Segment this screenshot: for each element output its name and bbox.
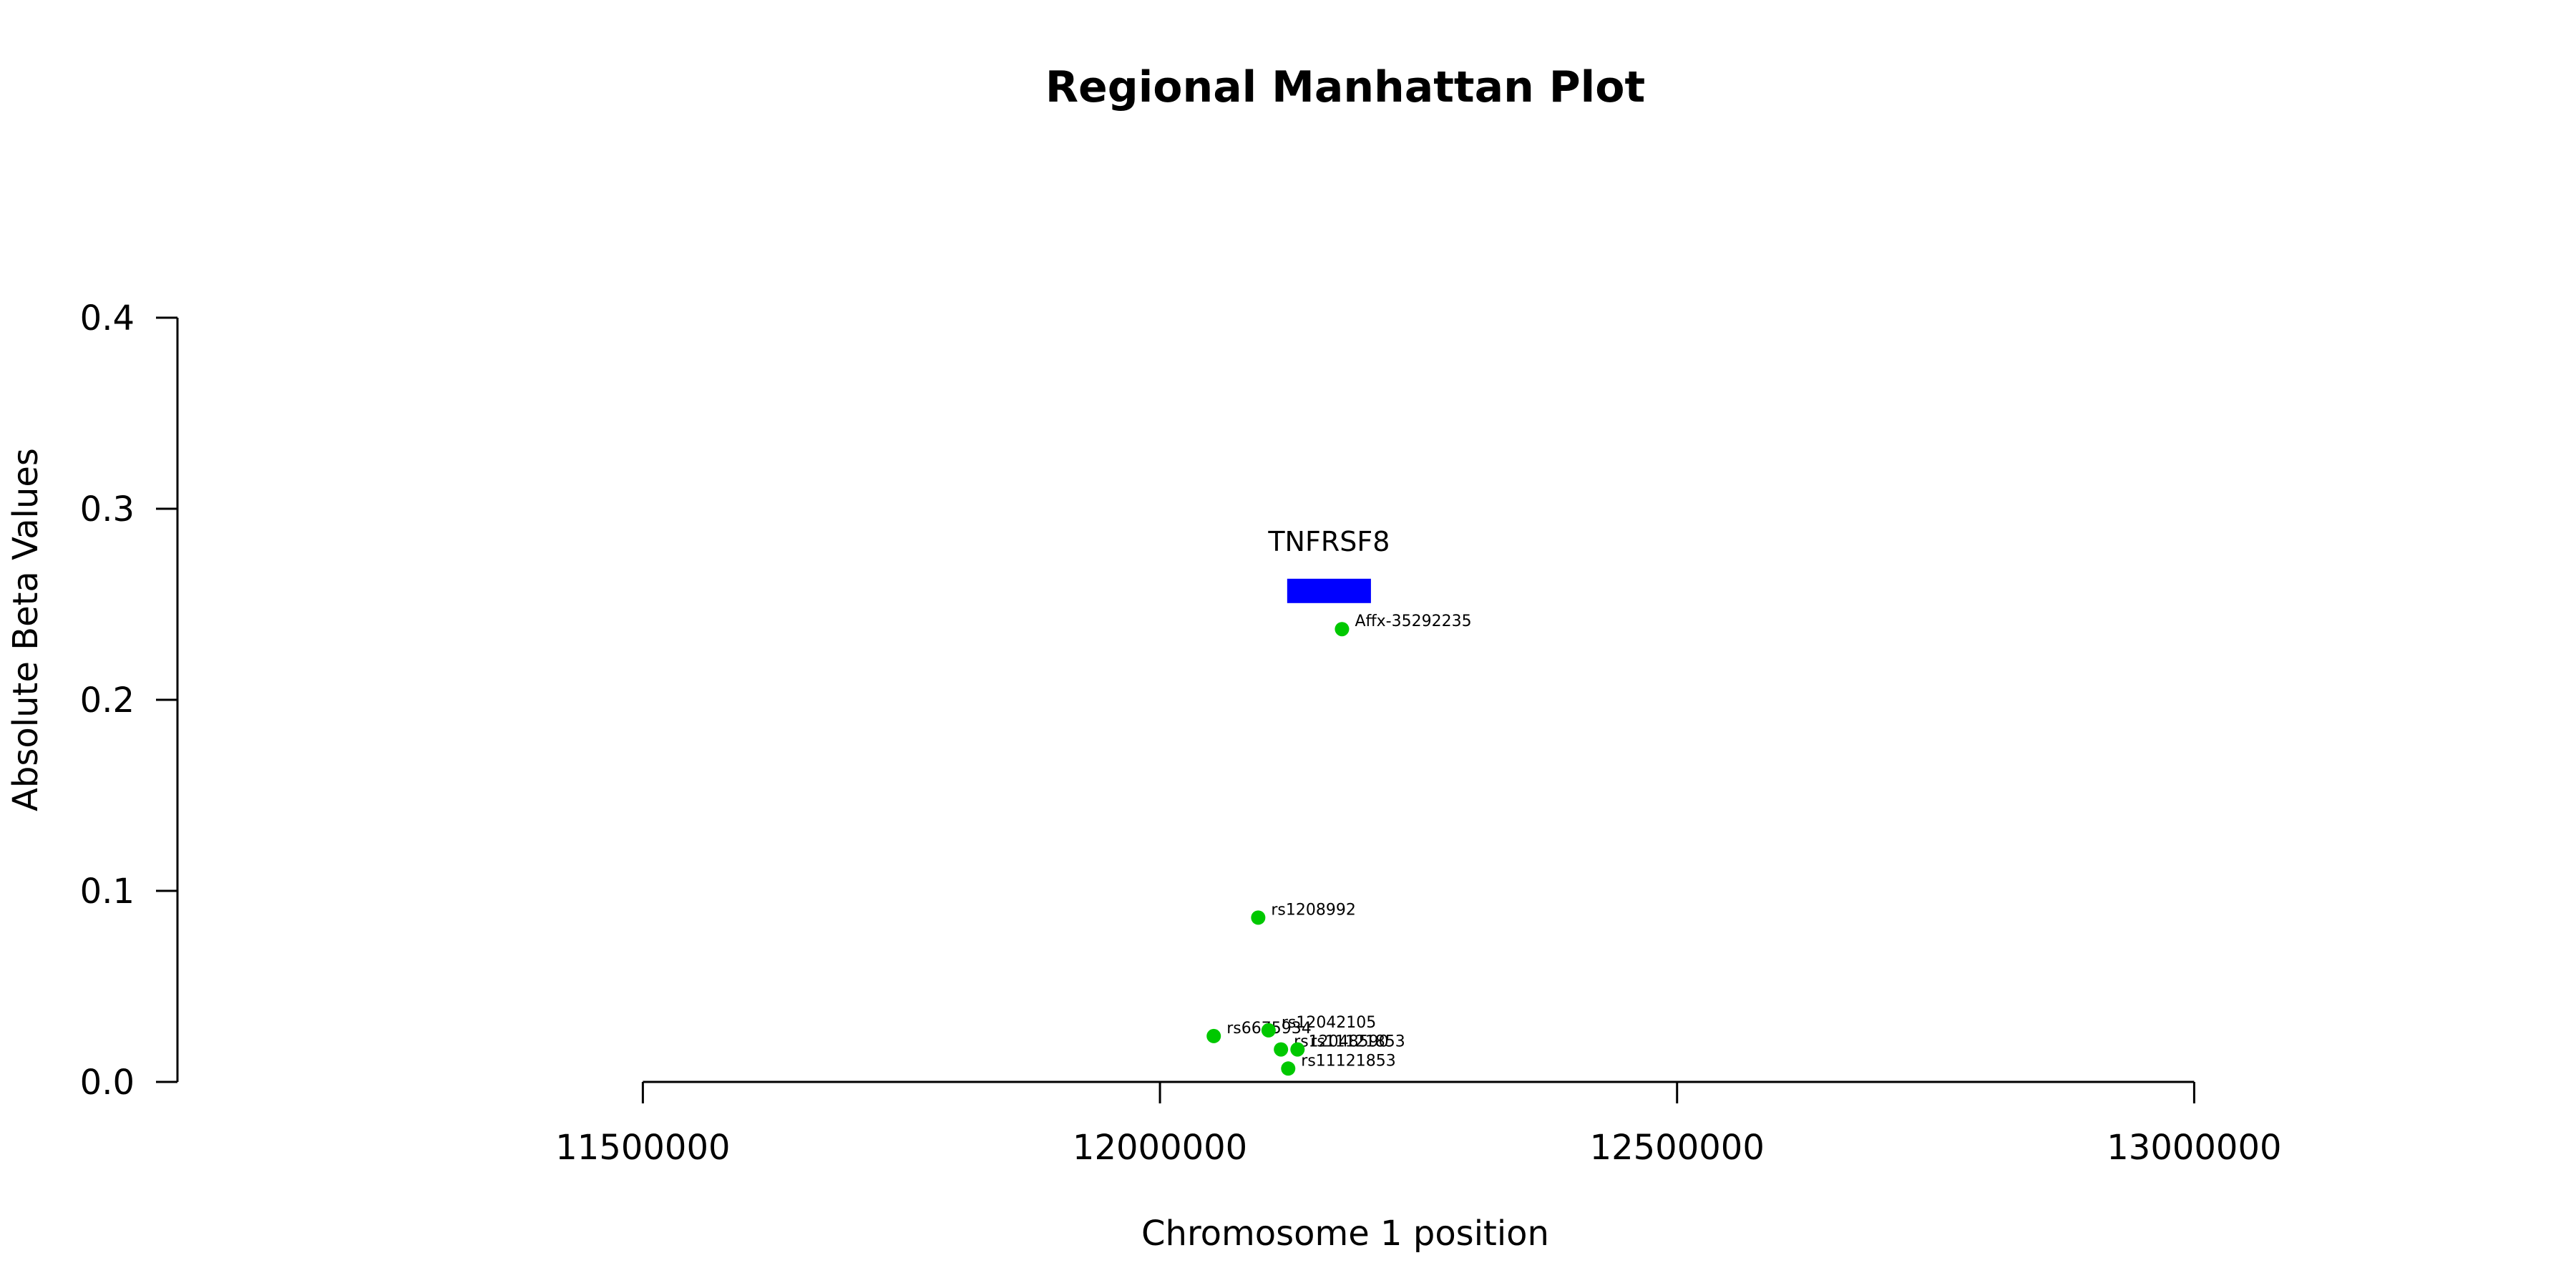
- snp-point: [1290, 1042, 1305, 1057]
- snp-label: rs12048590: [1294, 1033, 1388, 1051]
- y-tick-label: 0.4: [80, 298, 135, 338]
- snp-point: [1335, 622, 1350, 637]
- y-tick-label: 0.1: [80, 872, 135, 912]
- snp-point: [1206, 1028, 1221, 1043]
- snp-label: rs11121853: [1310, 1033, 1405, 1051]
- x-tick-label: 12000000: [1073, 1128, 1247, 1168]
- chart-title: Regional Manhattan Plot: [1045, 62, 1645, 112]
- y-tick-label: 0.0: [80, 1063, 135, 1103]
- gene-track: TNFRSF8: [1267, 526, 1390, 603]
- snp-label: rs12042105: [1282, 1014, 1376, 1032]
- snp-point: [1281, 1061, 1296, 1076]
- snp-label: rs1208992: [1271, 901, 1356, 919]
- snp-label: Affx-35292235: [1355, 613, 1471, 630]
- gene-bar: [1287, 578, 1371, 603]
- x-tick-label: 13000000: [2107, 1128, 2281, 1168]
- y-tick-label: 0.3: [80, 489, 135, 530]
- snp-point: [1251, 910, 1266, 925]
- snp-point: [1274, 1042, 1289, 1057]
- x-tick-label: 12500000: [1590, 1128, 1765, 1168]
- snp-label: rs11121853: [1301, 1052, 1395, 1070]
- x-tick-label: 11500000: [555, 1128, 730, 1168]
- y-axis-label: Absolute Beta Values: [6, 448, 46, 811]
- y-tick-label: 0.2: [80, 680, 135, 721]
- y-axis: 0.0 0.1 0.2 0.3 0.4: [80, 298, 179, 1103]
- x-axis-label: Chromosome 1 position: [1141, 1214, 1549, 1254]
- data-points: Affx-35292235rs1208992rs6675934rs1204210…: [1206, 613, 1472, 1076]
- gene-label: TNFRSF8: [1267, 526, 1390, 557]
- snp-point: [1261, 1023, 1276, 1038]
- x-axis: 11500000 12000000 12500000 13000000: [555, 1080, 2282, 1168]
